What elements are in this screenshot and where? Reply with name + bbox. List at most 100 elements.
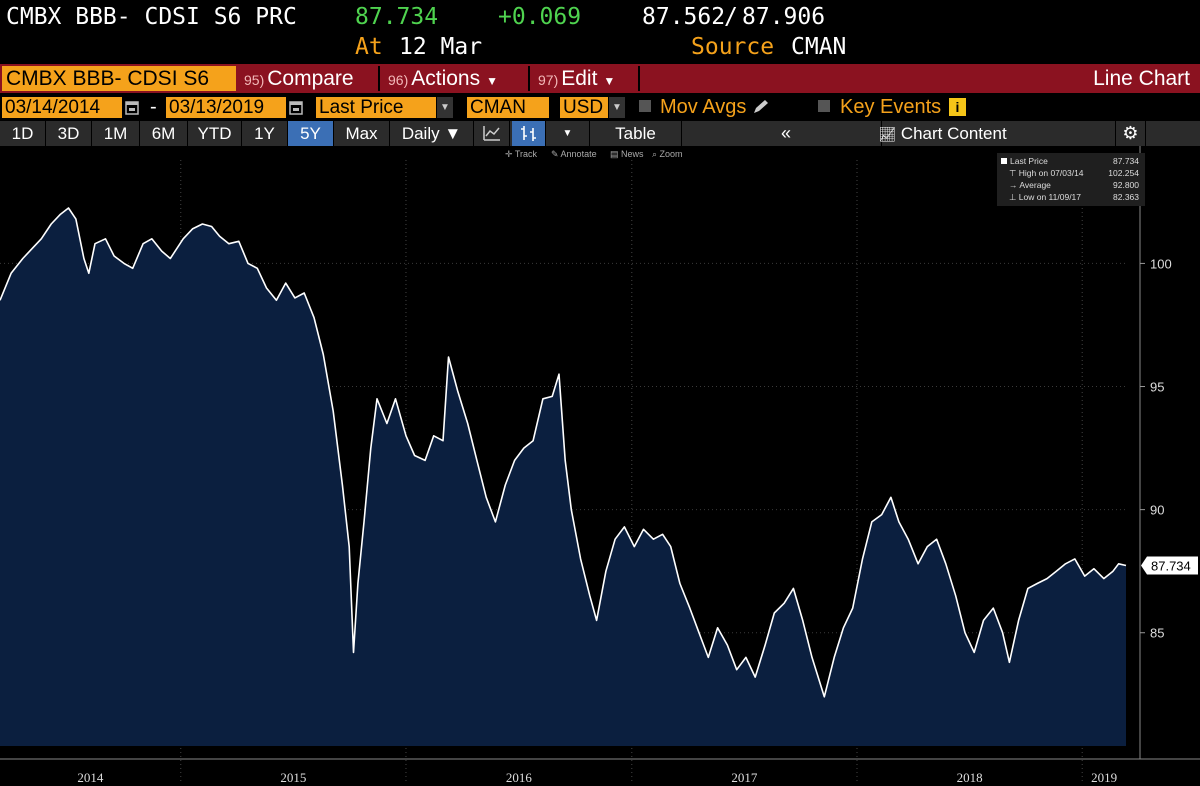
field-select[interactable]: Last Price xyxy=(316,97,436,118)
crosshair-icon: ✛ xyxy=(505,149,515,159)
edit-label: Edit xyxy=(561,67,598,90)
compare-label: Compare xyxy=(267,67,354,90)
x-tick-label: 2016 xyxy=(506,770,533,785)
search-icon: ⌕ xyxy=(652,149,660,159)
track-label: Track xyxy=(514,149,538,159)
as-of-date: 12 Mar xyxy=(399,34,483,60)
line-chart-icon xyxy=(482,126,500,141)
line-chart-button[interactable] xyxy=(474,121,510,146)
news-tool[interactable]: ▤ News xyxy=(610,149,644,160)
chevron-down-icon: ▼ xyxy=(486,74,498,88)
legend-row: → Average xyxy=(1009,180,1051,190)
gear-icon[interactable]: ⚙ xyxy=(1116,121,1146,146)
date-range-dash: - xyxy=(150,96,157,118)
chart-type-label: Line Chart xyxy=(1093,67,1190,90)
range-3d[interactable]: 3D xyxy=(46,121,92,146)
low-marker-icon: ⊥ xyxy=(1009,192,1019,202)
legend-label: Average xyxy=(1019,180,1051,190)
edit-button[interactable]: 97) Edit ▼ xyxy=(532,66,640,91)
compare-button[interactable]: 95) Compare xyxy=(238,66,380,91)
ticker-title: CMBX BBB- CDSI S6 PRC xyxy=(6,4,297,30)
legend-value: 82.363 xyxy=(1113,192,1139,202)
track-tool[interactable]: ✛ Track xyxy=(505,149,537,160)
frequency-select[interactable]: Daily ▼ xyxy=(390,121,474,146)
chart-content-icon: 📈︎ xyxy=(878,126,897,142)
last-value-marker: 87.734 xyxy=(1141,556,1198,575)
currency-field[interactable]: USD xyxy=(560,97,608,118)
x-tick-label: 2019 xyxy=(1091,770,1117,785)
y-axis: 85 90 95 100 xyxy=(1140,256,1172,641)
price-area-fill xyxy=(0,208,1126,746)
last-price-swatch xyxy=(1001,158,1007,164)
chevron-down-icon: ▼ xyxy=(603,74,616,88)
range-1m[interactable]: 1M xyxy=(92,121,140,146)
pencil-icon[interactable] xyxy=(752,99,770,115)
end-date-field[interactable]: 03/13/2019 xyxy=(166,97,286,118)
chart-legend[interactable]: Last Price 87.734 ⊤ High on 07/03/14 102… xyxy=(997,153,1145,206)
annotate-label: Annotate xyxy=(560,149,597,159)
x-tick-label: 2018 xyxy=(957,770,983,785)
news-label: News xyxy=(621,149,644,159)
y-tick-label: 95 xyxy=(1150,380,1164,395)
ticker-field[interactable]: CMBX BBB- CDSI S6 xyxy=(2,66,236,91)
range-ytd[interactable]: YTD xyxy=(188,121,242,146)
range-1d[interactable]: 1D xyxy=(0,121,46,146)
calendar-icon[interactable] xyxy=(289,99,303,115)
range-max[interactable]: Max xyxy=(334,121,390,146)
zoom-tool[interactable]: ⌕ Zoom xyxy=(652,149,683,160)
news-icon: ▤ xyxy=(610,149,622,159)
legend-value: 102.254 xyxy=(1108,168,1139,178)
settings-bar: 03/14/2014 - 03/13/2019 Last Price ▼ CMA… xyxy=(0,95,1200,120)
source-label: Source xyxy=(691,34,775,60)
y-tick-label: 100 xyxy=(1150,256,1172,271)
last-price: 87.734 xyxy=(355,4,439,30)
edit-number: 97) xyxy=(538,72,559,88)
legend-value: 87.734 xyxy=(1113,156,1139,166)
legend-row: Last Price xyxy=(1001,156,1048,166)
price-line xyxy=(0,207,1127,698)
actions-button[interactable]: 96) Actions ▼ xyxy=(382,66,530,91)
collapse-icon[interactable]: « xyxy=(682,121,882,146)
range-5y[interactable]: 5Y xyxy=(288,121,334,146)
average-marker-icon: → xyxy=(1009,180,1020,190)
source-value: CMAN xyxy=(791,34,847,60)
frequency-label: Daily xyxy=(401,124,440,143)
bid-ask-separator: / xyxy=(724,4,738,30)
calendar-icon[interactable] xyxy=(125,99,139,115)
price-chart[interactable]: 85 90 95 100 2014 2015 2016 2017 2018 2019 87.73… xyxy=(0,146,1200,786)
legend-row: ⊥ Low on 11/09/17 xyxy=(1009,192,1081,203)
mov-avgs-label: Mov Avgs xyxy=(660,96,747,118)
start-date-field[interactable]: 03/14/2014 xyxy=(2,97,122,118)
chart-content-button[interactable]: 📈︎ Chart Content xyxy=(770,121,1116,146)
legend-row: ⊤ High on 07/03/14 xyxy=(1009,168,1084,179)
chart-content-label: Chart Content xyxy=(900,124,1007,143)
actions-label: Actions xyxy=(411,67,481,90)
actions-number: 96) xyxy=(388,72,409,88)
range-bar: 1D 3D 1M 6M YTD 1Y 5Y Max Daily ▼ ▼ Tabl… xyxy=(0,121,1200,146)
as-of-label: At xyxy=(355,34,383,60)
x-tick-label: 2014 xyxy=(77,770,104,785)
menu-bar: CMBX BBB- CDSI S6 95) Compare 96) Actions ▼… xyxy=(0,64,1200,93)
key-events-label: Key Events xyxy=(840,96,942,118)
compare-number: 95) xyxy=(244,72,265,88)
chart-grid xyxy=(0,146,1200,781)
annotate-tool[interactable]: ✎ Annotate xyxy=(551,149,597,160)
y-tick-label: 90 xyxy=(1150,503,1164,518)
legend-value: 92.800 xyxy=(1113,180,1139,190)
table-button[interactable]: Table xyxy=(590,121,682,146)
ohlc-bars-icon xyxy=(520,126,536,141)
key-events-checkbox[interactable] xyxy=(818,100,830,112)
legend-label: Last Price xyxy=(1010,156,1048,166)
bar-chart-button[interactable] xyxy=(512,121,546,146)
currency-dropdown-icon[interactable]: ▼ xyxy=(609,97,625,118)
range-6m[interactable]: 6M xyxy=(140,121,188,146)
x-tick-label: 2017 xyxy=(731,770,758,785)
bid-price: 87.562 xyxy=(642,4,726,30)
range-1y[interactable]: 1Y xyxy=(242,121,288,146)
source-field[interactable]: CMAN xyxy=(467,97,549,118)
chart-style-dropdown[interactable]: ▼ xyxy=(546,121,590,146)
last-value-tag xyxy=(1141,556,1198,575)
field-dropdown-icon[interactable]: ▼ xyxy=(437,97,453,118)
mov-avgs-checkbox[interactable] xyxy=(639,100,651,112)
info-icon[interactable]: i xyxy=(949,98,966,116)
